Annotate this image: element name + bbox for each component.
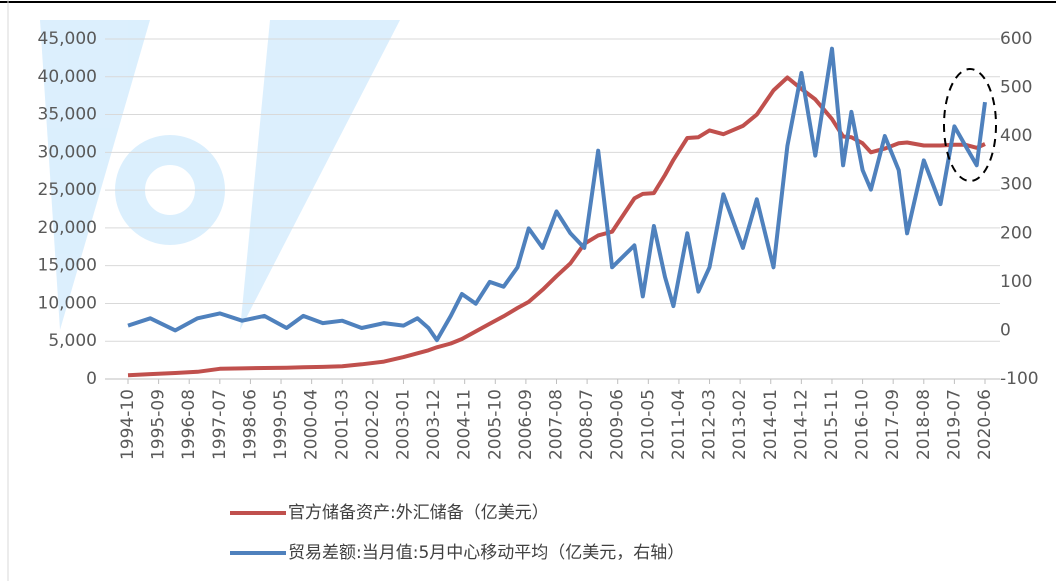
y2-tick-label: 100 xyxy=(1000,272,1032,292)
y-tick-label: 5,000 xyxy=(48,331,97,351)
legend-label: 官方储备资产:外汇储备（亿美元） xyxy=(288,503,549,523)
x-tick-label: 2000-04 xyxy=(302,389,322,460)
x-tick-label: 2019-07 xyxy=(944,389,964,460)
x-tick-label: 2010-05 xyxy=(638,389,658,460)
x-tick-label: 2009-06 xyxy=(608,389,628,460)
y2-tick-label: 500 xyxy=(1000,78,1032,98)
y2-tick-label: -100 xyxy=(1000,369,1039,389)
series-line xyxy=(127,46,987,343)
y2-tick-label: 400 xyxy=(1000,126,1032,146)
x-tick-label: 2008-07 xyxy=(577,389,597,460)
x-tick-label: 1997-07 xyxy=(210,389,230,460)
y2-tick-label: 300 xyxy=(1000,175,1032,195)
y-tick-label: 20,000 xyxy=(38,218,97,238)
highlight-ellipse xyxy=(943,68,997,182)
x-tick-label: 1999-05 xyxy=(271,389,291,460)
y2-tick-label: 600 xyxy=(1000,29,1032,49)
y2-tick-label: 200 xyxy=(1000,223,1032,243)
x-tick-label: 2001-03 xyxy=(332,389,352,460)
legend: 官方储备资产:外汇储备（亿美元） 贸易差额:当月值:5月中心移动平均（亿美元，右轴… xyxy=(230,503,684,563)
y-tick-label: 40,000 xyxy=(38,67,97,87)
x-tick-label: 1994-10 xyxy=(118,389,138,460)
y-tick-label: 25,000 xyxy=(38,180,97,200)
y-tick-label: 35,000 xyxy=(38,105,97,125)
y-tick-label: 15,000 xyxy=(38,256,97,276)
y-tick-label: 10,000 xyxy=(38,293,97,313)
series-line xyxy=(127,75,986,378)
x-tick-label: 2005-10 xyxy=(485,389,505,460)
x-tick-label: 2002-02 xyxy=(363,389,383,460)
x-tick-label: 1998-06 xyxy=(240,389,260,460)
x-tick-label: 2004-11 xyxy=(455,389,475,460)
x-tick-label: 2017-09 xyxy=(883,389,903,460)
x-tick-label: 1995-09 xyxy=(149,389,169,460)
y2-tick-label: 0 xyxy=(1000,320,1011,340)
x-tick-label: 2015-11 xyxy=(822,389,842,460)
x-tick-label: 2020-06 xyxy=(975,389,995,460)
y-tick-label: 0 xyxy=(86,369,97,389)
x-tick-label: 2003-12 xyxy=(424,389,444,460)
x-tick-label: 2014-12 xyxy=(791,389,811,460)
x-tick-label: 1996-08 xyxy=(179,389,199,460)
y-tick-label: 45,000 xyxy=(38,29,97,49)
y-tick-label: 30,000 xyxy=(38,142,97,162)
x-tick-label: 2011-04 xyxy=(669,389,689,460)
legend-label: 贸易差额:当月值:5月中心移动平均（亿美元，右轴） xyxy=(288,543,684,563)
x-tick-label: 2013-02 xyxy=(730,389,750,460)
x-tick-label: 2018-08 xyxy=(914,389,934,460)
x-tick-label: 2007-08 xyxy=(547,389,567,460)
x-tick-label: 2003-01 xyxy=(393,389,413,460)
x-tick-label: 2006-09 xyxy=(516,389,536,460)
x-tick-label: 2012-03 xyxy=(700,389,720,460)
x-tick-label: 2014-01 xyxy=(761,389,781,460)
x-tick-label: 2016-10 xyxy=(853,389,873,460)
